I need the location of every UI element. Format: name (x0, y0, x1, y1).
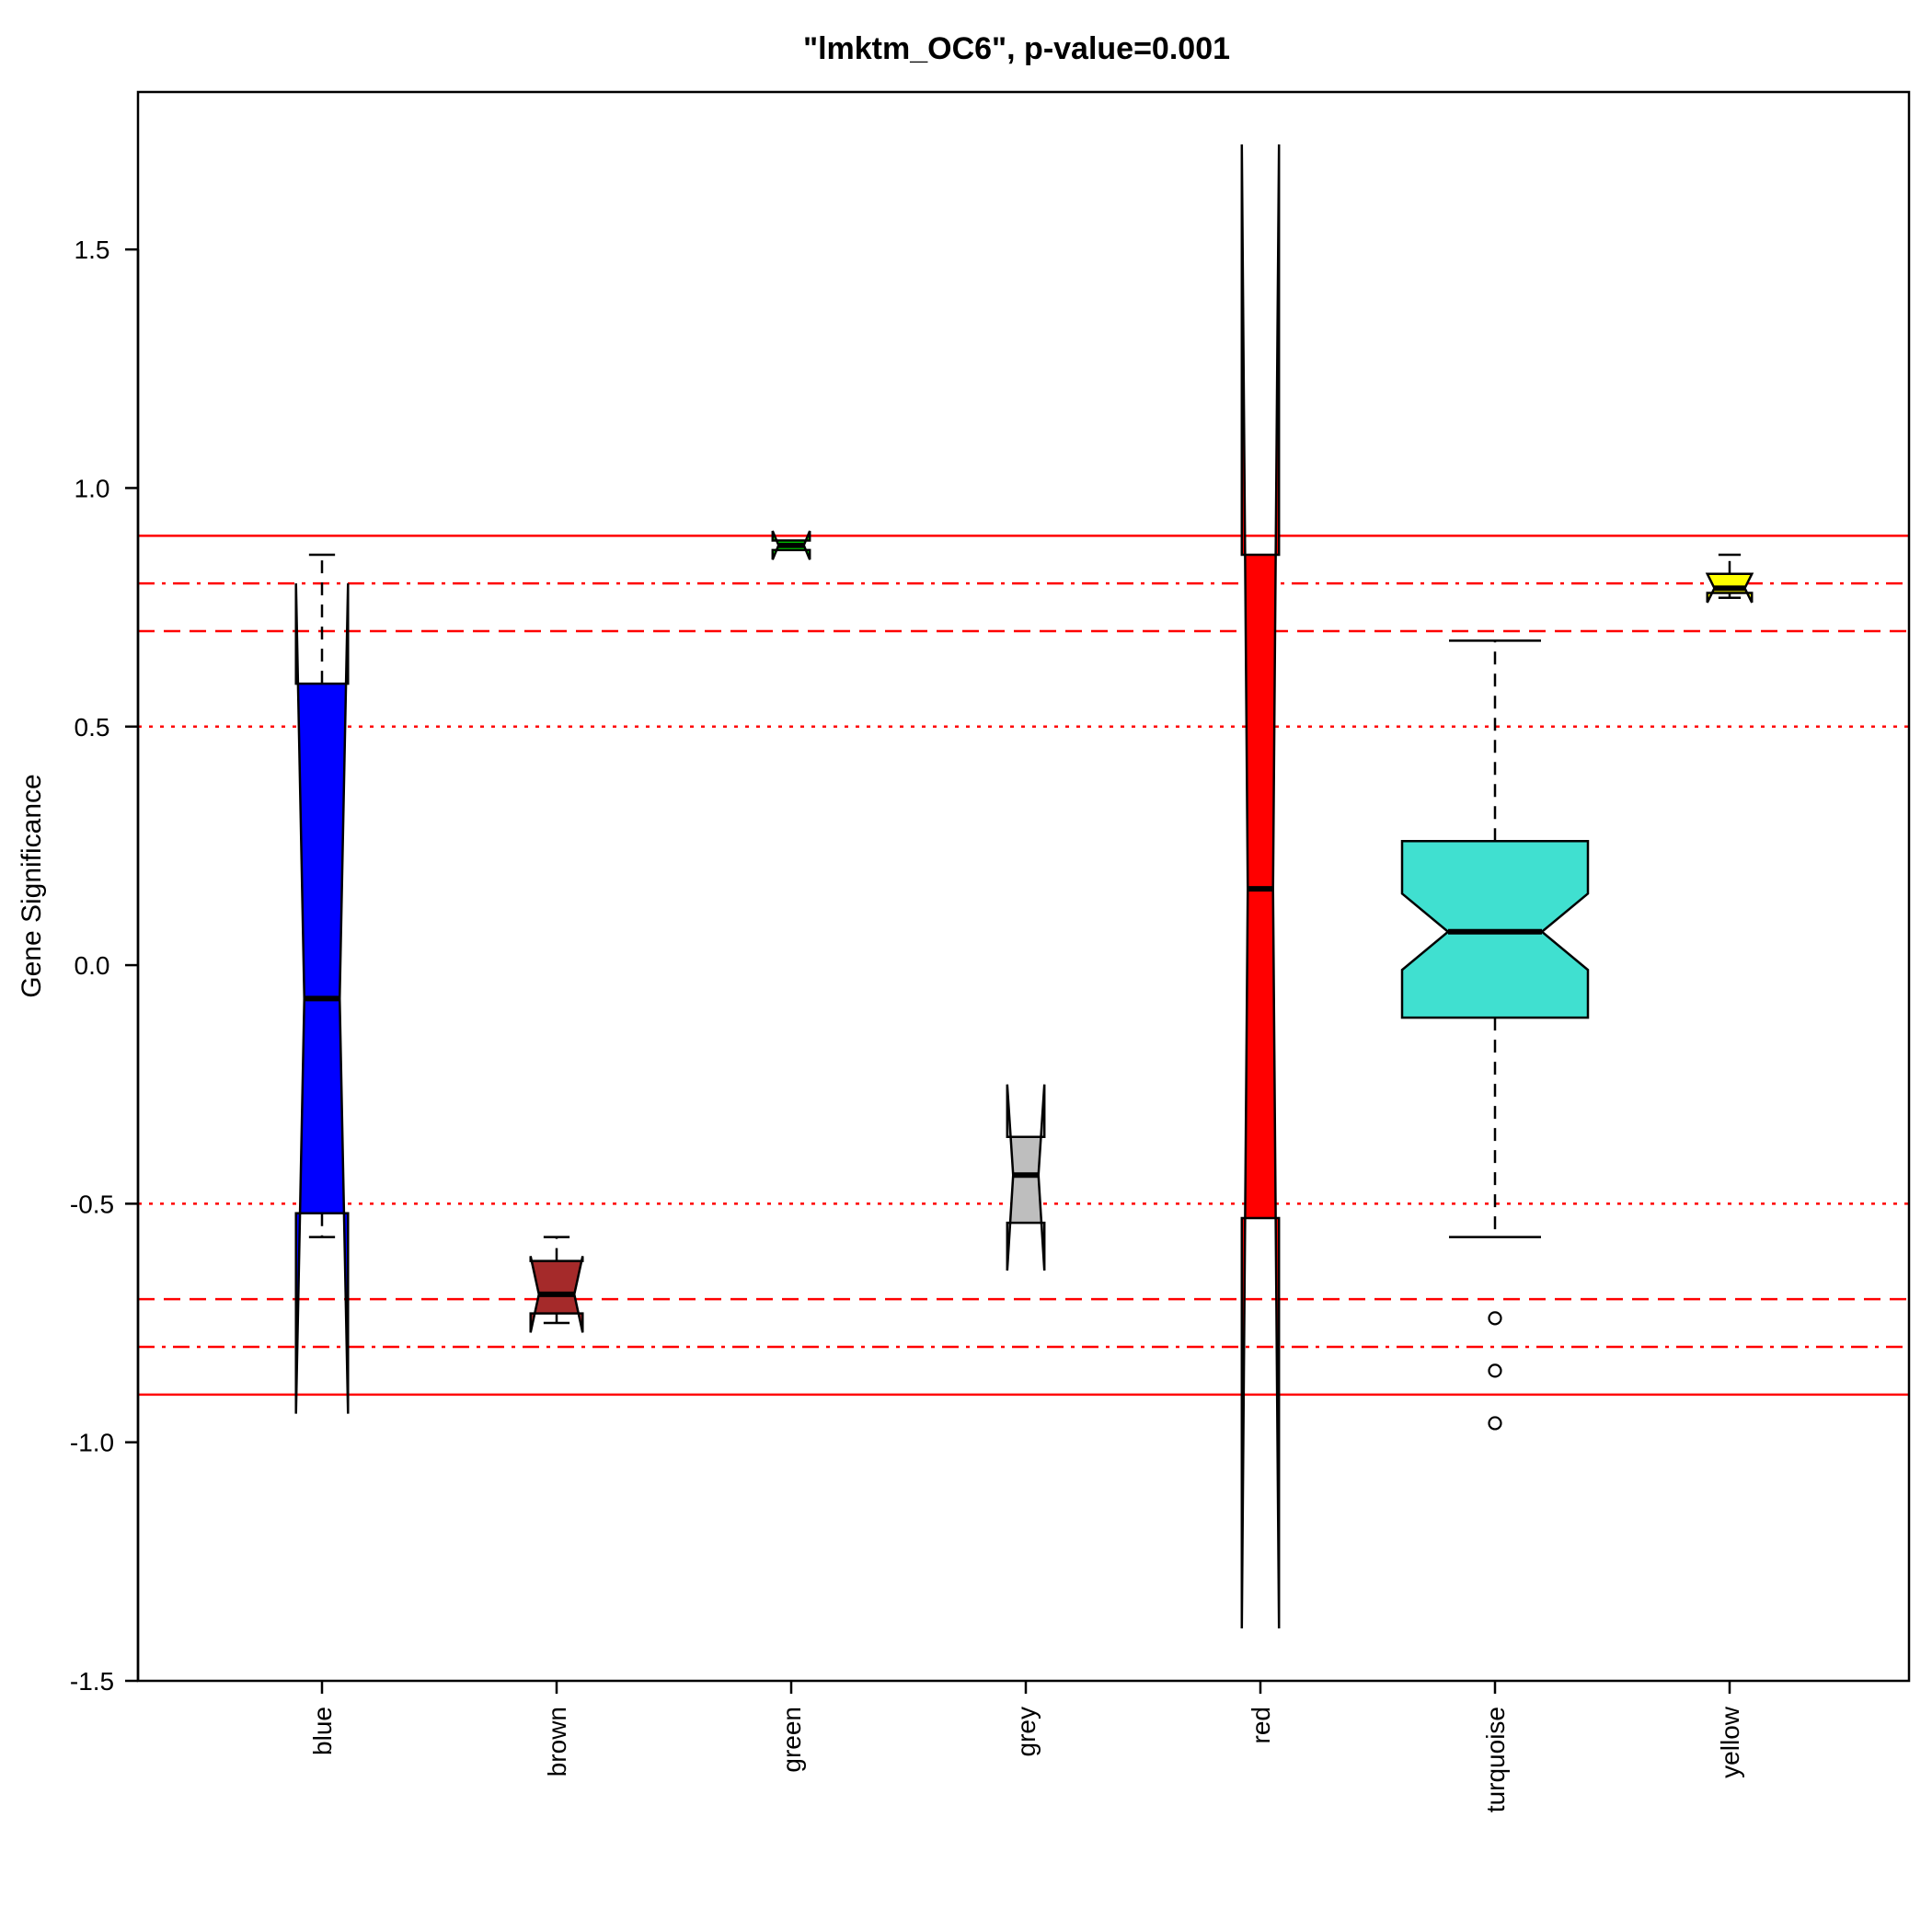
y-tick-label: 1.0 (75, 474, 110, 502)
boxes-group (294, 144, 1754, 1628)
box-grey (1006, 1084, 1046, 1271)
x-axis: blue brown green grey red turquoise yellow (308, 1681, 1744, 1812)
x-tick-label: yellow (1716, 1706, 1744, 1778)
box-red (1240, 144, 1281, 1628)
outlier-point-turquoise-3 (1488, 1416, 1502, 1431)
x-tick-label: brown (543, 1707, 571, 1777)
y-tick-label: 1.5 (75, 236, 110, 264)
outlier-point-turquoise-2 (1488, 1363, 1502, 1378)
x-tick-label: grey (1012, 1707, 1041, 1756)
x-tick-label: turquoise (1481, 1707, 1510, 1812)
plot-frame (136, 90, 1911, 1683)
x-tick-label: red (1247, 1707, 1275, 1743)
box-yellow (1705, 553, 1754, 604)
y-tick-label: -1.5 (70, 1667, 114, 1696)
box-blue (294, 553, 350, 1414)
y-tick-label: 0.5 (75, 713, 110, 742)
outlier-point-turquoise-1 (1488, 1311, 1502, 1326)
box-brown (529, 1236, 584, 1333)
box-turquoise (1400, 639, 1590, 1431)
y-tick-label: 0.0 (75, 951, 110, 980)
y-axis-label: Gene Significance (17, 774, 47, 998)
box-green (771, 530, 811, 560)
y-tick-label: -0.5 (70, 1190, 114, 1218)
x-tick-label: green (777, 1707, 806, 1773)
chart-title: "lmktm_OC6", p-value=0.001 (803, 31, 1230, 66)
y-tick-label: -1.0 (70, 1429, 114, 1457)
x-tick-label: blue (308, 1707, 337, 1755)
